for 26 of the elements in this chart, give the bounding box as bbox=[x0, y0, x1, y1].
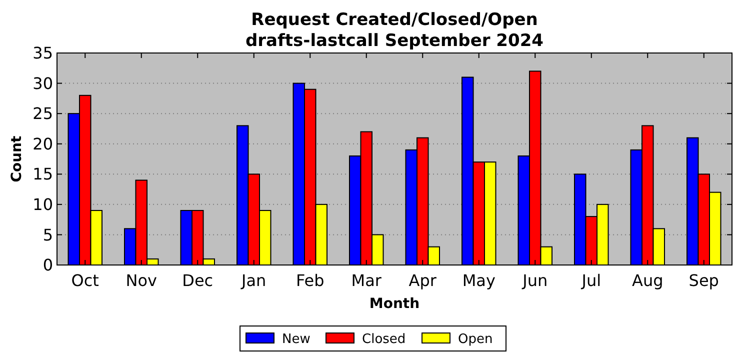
x-tick-label: Jan bbox=[240, 271, 266, 290]
x-tick-label: Dec bbox=[182, 271, 214, 290]
chart-title: Request Created/Closed/Open drafts-lastcall September 2024 bbox=[245, 10, 544, 51]
y-tick-label: 5 bbox=[42, 225, 53, 244]
y-tick-label: 35 bbox=[32, 44, 53, 63]
legend-label: New bbox=[282, 332, 311, 347]
x-tick-label: Aug bbox=[632, 271, 664, 290]
legend-label: Open bbox=[458, 332, 493, 347]
x-tick-label: Jul bbox=[580, 271, 602, 290]
x-tick-label: Sep bbox=[688, 271, 719, 290]
x-tick-label: Oct bbox=[71, 271, 99, 290]
x-tick-label: Jun bbox=[522, 271, 548, 290]
y-tick-label: 30 bbox=[32, 74, 53, 93]
y-tick-label: 10 bbox=[32, 195, 53, 214]
y-tick-label: 0 bbox=[42, 256, 53, 275]
legend-label: Closed bbox=[362, 332, 406, 347]
x-axis-title: Month bbox=[369, 296, 420, 312]
x-tick-label: Feb bbox=[296, 271, 324, 290]
x-tick-label: Apr bbox=[408, 271, 437, 290]
x-tick-label: May bbox=[462, 271, 496, 290]
y-tick-label: 20 bbox=[32, 134, 53, 154]
y-axis-title: Count bbox=[9, 135, 25, 182]
y-tick-label: 15 bbox=[32, 164, 53, 184]
x-tick-label: Nov bbox=[126, 271, 157, 290]
y-tick-label: 25 bbox=[32, 104, 53, 124]
x-tick-label: Mar bbox=[351, 271, 382, 290]
